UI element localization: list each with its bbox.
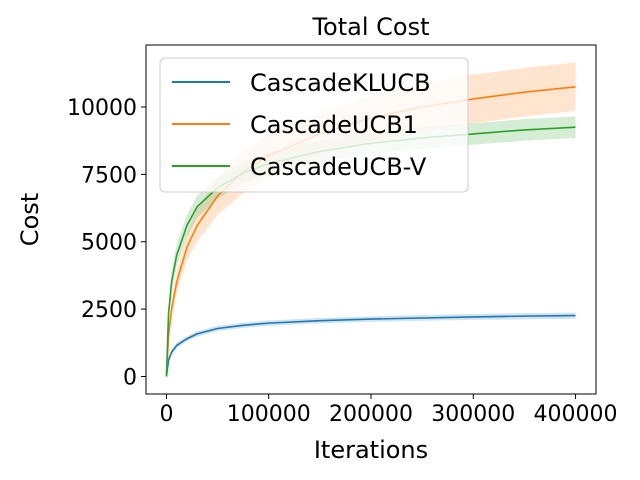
x-axis-label: Iterations [314,436,428,464]
legend-label: CascadeUCB1 [250,111,418,139]
y-tick-label: 0 [123,365,137,390]
y-axis: 0 2500 5000 7500 10000 [67,96,146,390]
y-tick-label: 10000 [67,96,137,121]
x-axis: 0 100000 200000 300000 400000 [159,394,618,427]
chart-title: Total Cost [311,13,429,41]
x-tick-label: 0 [159,402,173,427]
x-tick-label: 300000 [431,402,515,427]
y-axis-label: Cost [16,193,44,246]
y-tick-label: 2500 [81,298,137,323]
legend-label: CascadeKLUCB [250,69,431,97]
band-cascadeklucb [166,312,576,377]
x-tick-label: 100000 [227,402,311,427]
y-tick-label: 5000 [81,231,137,256]
legend-box [159,57,469,193]
legend: CascadeKLUCB CascadeUCB1 CascadeUCB-V [159,57,469,193]
legend-label: CascadeUCB-V [250,153,427,181]
line-cascadeklucb [165,314,576,377]
x-tick-label: 200000 [329,402,413,427]
x-tick-label: 400000 [534,402,618,427]
y-tick-label: 7500 [81,163,137,188]
